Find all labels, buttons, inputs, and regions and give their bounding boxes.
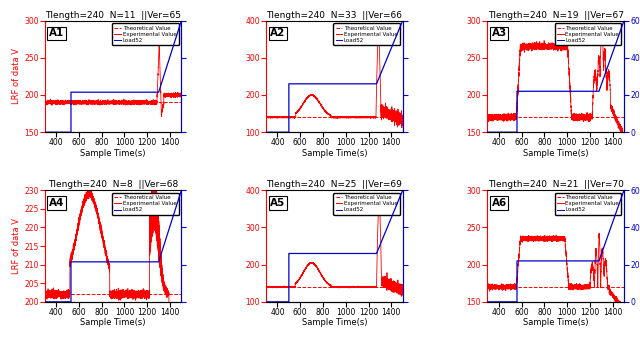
- Legend: Theoretical Value, Experimental Value, Load52: Theoretical Value, Experimental Value, L…: [555, 193, 621, 215]
- Title: Tlength=240  N=8  ||Ver=68: Tlength=240 N=8 ||Ver=68: [48, 180, 178, 189]
- X-axis label: Sample Time(s): Sample Time(s): [523, 319, 588, 328]
- Text: A1: A1: [49, 28, 64, 38]
- Title: Tlength=240  N=25  ||Ver=69: Tlength=240 N=25 ||Ver=69: [266, 180, 403, 189]
- Text: A4: A4: [49, 198, 64, 208]
- Title: Tlength=240  N=19  ||Ver=67: Tlength=240 N=19 ||Ver=67: [488, 11, 624, 20]
- X-axis label: Sample Time(s): Sample Time(s): [81, 149, 146, 158]
- X-axis label: Sample Time(s): Sample Time(s): [523, 149, 588, 158]
- Legend: Theoretical Value, Experimental Value, Load52: Theoretical Value, Experimental Value, L…: [112, 23, 179, 45]
- Text: A5: A5: [270, 198, 285, 208]
- Text: A2: A2: [270, 28, 285, 38]
- Title: Tlength=240  N=33  ||Ver=66: Tlength=240 N=33 ||Ver=66: [266, 11, 403, 20]
- X-axis label: Sample Time(s): Sample Time(s): [301, 319, 367, 328]
- Title: Tlength=240  N=11  ||Ver=65: Tlength=240 N=11 ||Ver=65: [45, 11, 181, 20]
- Text: A6: A6: [492, 198, 507, 208]
- Title: Tlength=240  N=21  ||Ver=70: Tlength=240 N=21 ||Ver=70: [488, 180, 623, 189]
- X-axis label: Sample Time(s): Sample Time(s): [81, 319, 146, 328]
- Legend: Theoretical Value, Experimental Value, Load52: Theoretical Value, Experimental Value, L…: [112, 193, 179, 215]
- Y-axis label: LRF of data V: LRF of data V: [12, 48, 21, 104]
- X-axis label: Sample Time(s): Sample Time(s): [301, 149, 367, 158]
- Legend: Theoretical Value, Experimental Value, Load52: Theoretical Value, Experimental Value, L…: [333, 193, 400, 215]
- Legend: Theoretical Value, Experimental Value, Load52: Theoretical Value, Experimental Value, L…: [333, 23, 400, 45]
- Legend: Theoretical Value, Experimental Value, Load52: Theoretical Value, Experimental Value, L…: [555, 23, 621, 45]
- Text: A3: A3: [492, 28, 507, 38]
- Y-axis label: LRF of data V: LRF of data V: [12, 218, 21, 274]
